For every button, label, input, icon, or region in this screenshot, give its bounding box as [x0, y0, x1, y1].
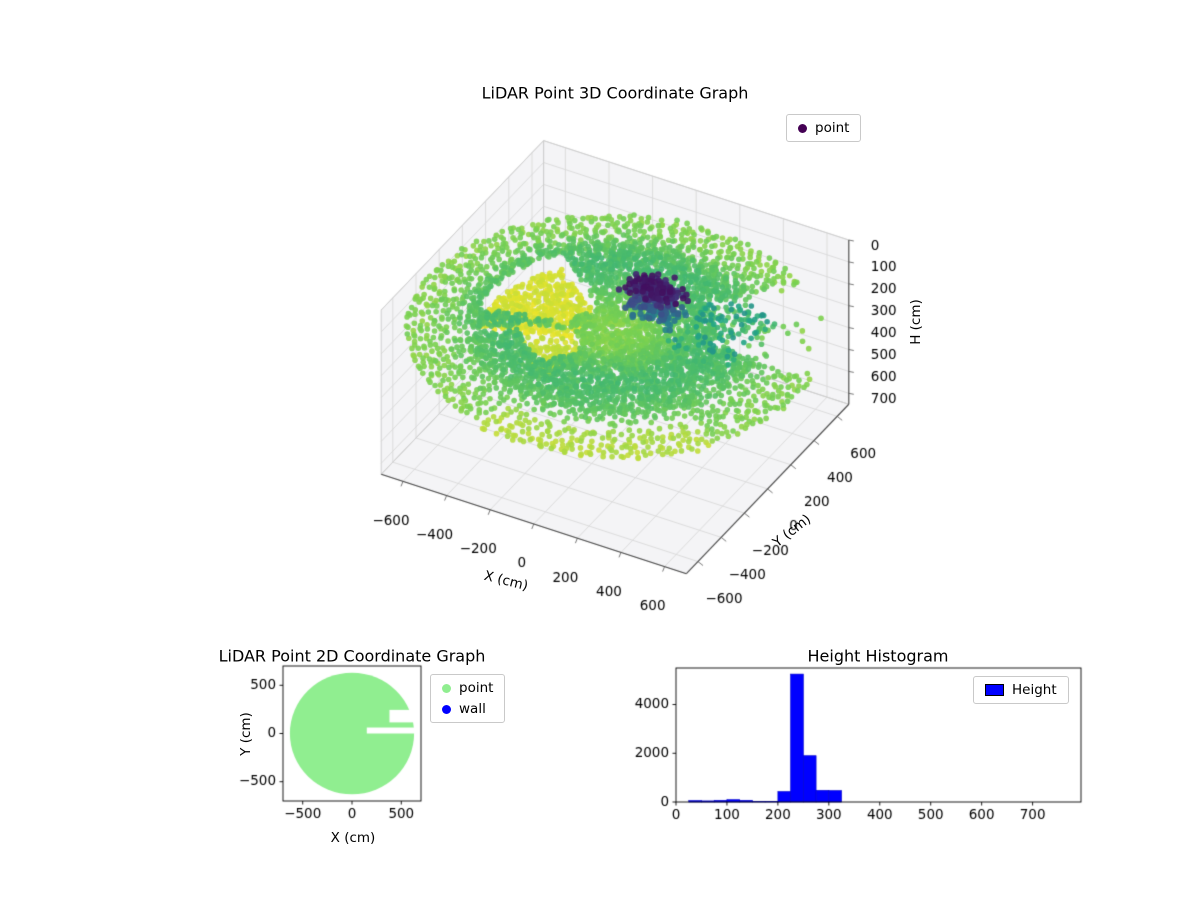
wall-legend-label: wall [459, 701, 486, 717]
plot2d-legend-wall-row: wall [442, 701, 486, 717]
plot2d-xaxis-label: X (cm) [330, 830, 376, 846]
plot3d-legend: point [786, 114, 862, 142]
plot2d-legend-point-row: point [442, 680, 493, 696]
wall-legend-marker-icon [442, 704, 451, 714]
point-legend-label: point [815, 120, 850, 136]
point-legend-marker-icon [798, 123, 807, 133]
plot2d-legend: point wall [430, 674, 506, 723]
histogram-legend: Height [973, 676, 1069, 704]
plot3d-title: LiDAR Point 3D Coordinate Graph [481, 83, 749, 103]
point-2d-legend-label: point [459, 680, 494, 696]
histogram-title: Height Histogram [807, 646, 949, 666]
plot3d-zaxis-label: H (cm) [908, 299, 924, 345]
height-legend-patch-icon [985, 684, 1004, 696]
point-2d-legend-marker-icon [442, 683, 451, 693]
plot2d-yaxis-label: Y (cm) [238, 712, 254, 756]
plot2d-title: LiDAR Point 2D Coordinate Graph [218, 646, 486, 666]
height-legend-label: Height [1012, 682, 1057, 698]
